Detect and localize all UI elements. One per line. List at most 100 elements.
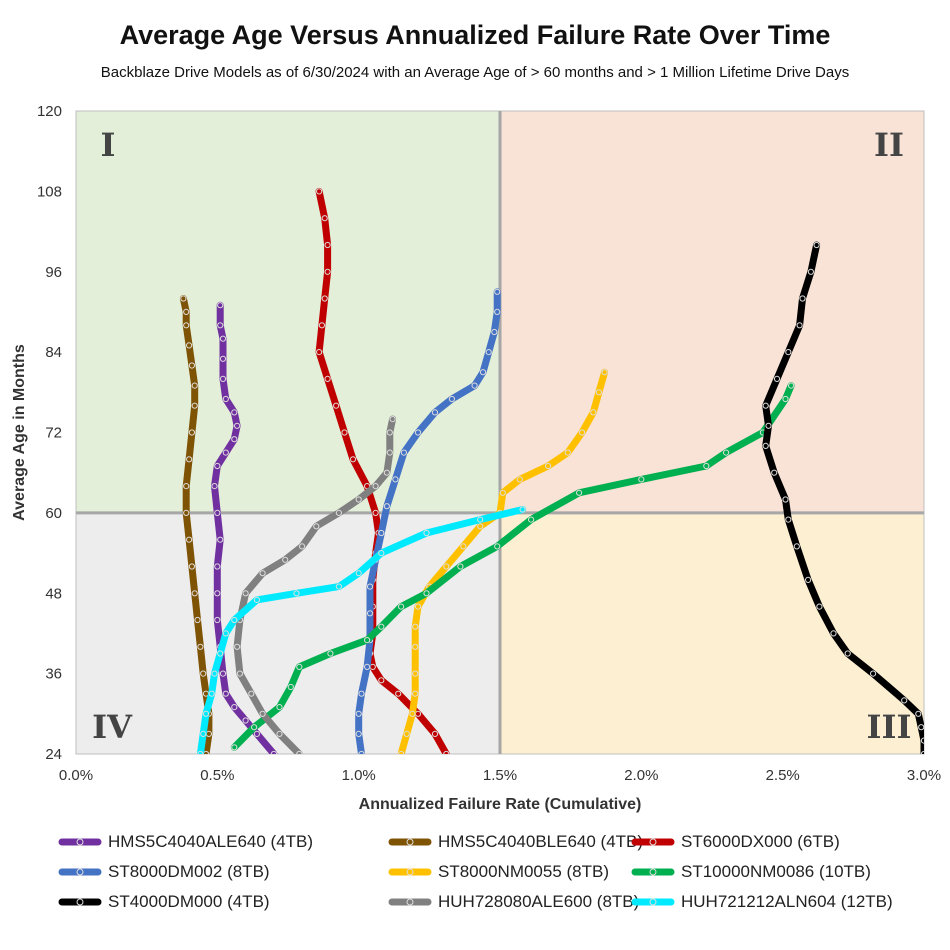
data-point — [765, 422, 772, 429]
data-point — [259, 570, 266, 577]
data-point — [242, 717, 249, 724]
quadrant-IV — [76, 512, 500, 754]
data-point — [188, 429, 195, 436]
data-point — [324, 241, 331, 249]
data-point — [219, 375, 227, 382]
data-point — [431, 730, 439, 738]
data-point — [327, 650, 334, 657]
data-point — [214, 590, 221, 597]
y-tick-label: 120 — [37, 103, 62, 120]
legend-item: HMS5C4040BLE640 (4TB) — [388, 832, 643, 852]
data-point — [231, 436, 238, 443]
data-point — [460, 543, 467, 550]
data-point — [202, 710, 210, 717]
data-point — [188, 362, 195, 369]
data-point — [358, 690, 365, 697]
data-point — [222, 690, 229, 697]
x-tick-label: 2.5% — [766, 767, 800, 784]
data-point — [324, 268, 331, 275]
data-point — [253, 730, 260, 738]
x-tick-label: 0.0% — [59, 767, 93, 784]
legend-swatch — [388, 868, 432, 876]
legend-label: HMS5C4040BLE640 (4TB) — [438, 832, 644, 851]
data-point — [479, 369, 487, 376]
data-point — [369, 663, 376, 671]
data-point — [200, 670, 207, 677]
data-point — [414, 603, 422, 610]
x-tick-label: 1.0% — [342, 767, 376, 784]
x-axis-title: Annualized Failure Rate (Cumulative) — [359, 796, 642, 813]
quadrant-label-IV: IV — [92, 708, 133, 746]
data-point — [355, 496, 362, 503]
data-point — [412, 690, 419, 697]
data-point — [364, 637, 371, 644]
data-point — [234, 643, 241, 650]
data-point — [186, 456, 193, 463]
data-point — [378, 677, 385, 684]
data-point — [366, 583, 374, 590]
data-point — [222, 630, 229, 637]
data-point — [355, 570, 362, 577]
series-line — [355, 288, 501, 754]
data-point — [191, 590, 198, 597]
data-point — [316, 188, 323, 195]
data-point — [296, 663, 303, 671]
data-point — [217, 322, 224, 329]
data-point — [183, 509, 190, 517]
data-point — [211, 483, 218, 490]
data-point — [293, 590, 300, 597]
series-line — [230, 382, 795, 751]
data-point — [601, 369, 608, 376]
data-point — [188, 563, 195, 570]
data-point — [762, 402, 769, 409]
data-point — [844, 650, 851, 657]
series-7 — [762, 241, 924, 754]
data-point — [242, 590, 249, 597]
data-point — [299, 543, 306, 550]
data-point — [222, 395, 229, 403]
data-point — [287, 683, 294, 691]
data-point — [412, 670, 419, 677]
legend-swatch — [58, 868, 102, 876]
legend-label: ST8000NM0055 (8TB) — [438, 862, 610, 881]
chart-legend: HMS5C4040ALE640 (4TB) HMS5C4040BLE640 (4T… — [58, 832, 938, 912]
y-tick-label: 72 — [45, 425, 62, 442]
data-point — [316, 349, 323, 356]
data-point — [378, 550, 385, 557]
data-point — [313, 523, 320, 530]
data-point — [491, 328, 498, 336]
data-point — [358, 750, 365, 754]
y-tick-label: 48 — [45, 585, 62, 602]
data-point — [499, 489, 506, 496]
data-point — [785, 516, 792, 523]
data-point — [186, 342, 193, 349]
data-point — [443, 750, 450, 754]
data-point — [918, 724, 924, 731]
data-point — [477, 523, 484, 530]
data-point — [191, 382, 198, 389]
data-point — [545, 462, 552, 470]
data-point — [372, 509, 379, 517]
legend-item: ST4000DM000 (4TB) — [58, 892, 388, 912]
data-point — [386, 449, 393, 456]
y-tick-label: 36 — [45, 666, 62, 683]
data-point — [183, 308, 190, 315]
data-point — [197, 643, 204, 650]
data-point — [321, 215, 328, 222]
data-point — [372, 483, 379, 490]
data-point — [324, 375, 331, 382]
data-point — [231, 409, 238, 416]
data-point — [259, 710, 266, 717]
legend-item: HUH721212ALN604 (12TB) — [631, 892, 931, 912]
data-point — [773, 375, 781, 382]
data-point — [248, 690, 255, 697]
data-point — [386, 429, 393, 436]
data-point — [901, 697, 908, 704]
legend-label: ST8000DM002 (8TB) — [108, 862, 270, 881]
legend-label: HMS5C4040ALE640 (4TB) — [108, 832, 314, 851]
data-point — [799, 295, 806, 302]
data-point — [414, 429, 422, 436]
data-point — [392, 476, 399, 483]
data-point — [366, 610, 374, 617]
data-point — [590, 409, 597, 416]
